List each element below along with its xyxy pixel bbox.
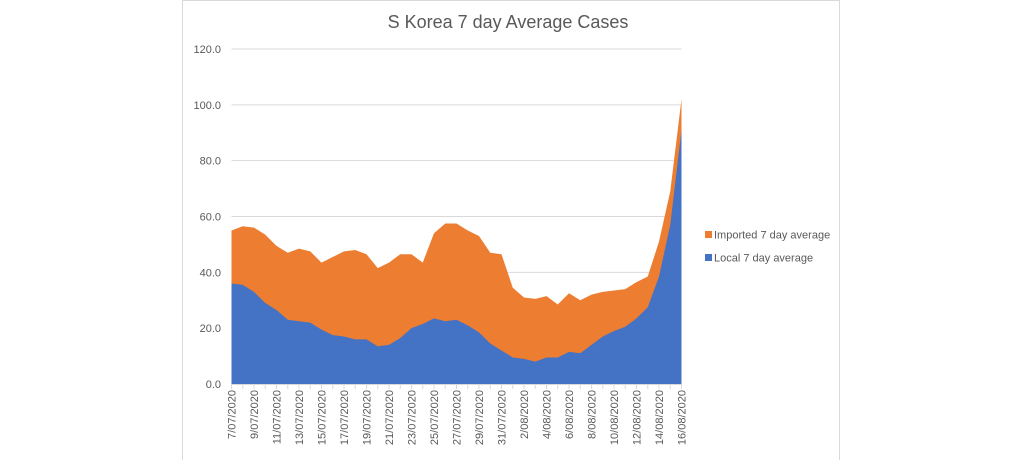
x-tick-label: 15/07/2020: [317, 390, 329, 445]
legend-label-local: Local 7 day average: [714, 253, 813, 265]
stacked-areas: [231, 99, 682, 384]
x-tick-label: 14/08/2020: [654, 390, 666, 445]
x-tick-label: 12/08/2020: [632, 390, 644, 445]
legend-swatch-imported: [705, 231, 712, 238]
y-tick-label: 120.0: [193, 44, 221, 56]
y-tick-label: 60.0: [200, 212, 221, 224]
chart-title: S Korea 7 day Average Cases: [388, 12, 629, 32]
area-imported-7-day-average: [231, 99, 682, 384]
x-tick-label: 10/08/2020: [609, 390, 621, 445]
x-tick-label: 21/07/2020: [384, 390, 396, 445]
x-axis: 7/07/2020 9/07/2020 11/07/2020 13/07/2020 15…: [227, 384, 689, 445]
x-tick-label: 19/07/2020: [362, 390, 374, 445]
x-tick-label: 9/07/2020: [249, 390, 261, 439]
x-tick-label: 29/07/2020: [474, 390, 486, 445]
y-tick-label: 40.0: [200, 267, 221, 279]
x-tick-label: 27/07/2020: [452, 390, 464, 445]
x-tick-label: 17/07/2020: [339, 390, 351, 445]
x-tick-label: 2/08/2020: [519, 390, 531, 439]
y-tick-label: 100.0: [193, 100, 221, 112]
x-tick-label: 25/07/2020: [429, 390, 441, 445]
y-tick-label: 0.0: [206, 379, 221, 391]
x-tick-label: 7/07/2020: [227, 390, 239, 439]
x-tick-label: 31/07/2020: [497, 390, 509, 445]
area-local-7-day-average: [231, 129, 682, 384]
chart-area: [182, 0, 840, 460]
legend-swatch-local: [705, 254, 712, 261]
x-tick-label: 6/08/2020: [564, 390, 576, 439]
x-tick-label: 23/07/2020: [407, 390, 419, 445]
x-tick-label: 8/08/2020: [587, 390, 599, 439]
x-tick-label: 4/08/2020: [542, 390, 554, 439]
y-tick-label: 20.0: [200, 323, 221, 335]
x-tick-label: 11/07/2020: [272, 390, 284, 444]
legend: Imported 7 day average Local 7 day avera…: [705, 230, 830, 265]
x-tick-label: 13/07/2020: [294, 390, 306, 445]
y-tick-label: 80.0: [200, 156, 221, 168]
legend-label-imported: Imported 7 day average: [714, 230, 830, 242]
x-tick-label: 16/08/2020: [677, 390, 689, 445]
y-axis-ticks: 0.0 20.0 40.0 60.0 80.0 100.0 120.0: [193, 44, 221, 391]
